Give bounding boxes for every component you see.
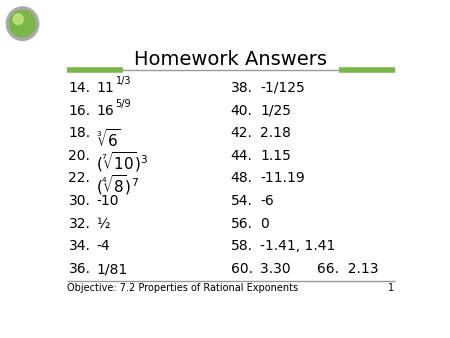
Text: $\sqrt[3]{6}$: $\sqrt[3]{6}$ (96, 127, 122, 149)
Text: 22.: 22. (68, 171, 90, 186)
Text: 34.: 34. (68, 239, 90, 254)
Text: 16: 16 (96, 103, 114, 118)
Text: ½: ½ (96, 217, 110, 231)
Text: Objective: 7.2 Properties of Rational Exponents: Objective: 7.2 Properties of Rational Ex… (67, 283, 298, 293)
Text: 5/9: 5/9 (116, 99, 131, 109)
Text: 0: 0 (260, 217, 269, 231)
Text: Homework Answers: Homework Answers (134, 50, 327, 69)
Circle shape (6, 7, 39, 40)
Text: 30.: 30. (68, 194, 90, 208)
Text: 54.: 54. (230, 194, 252, 208)
Text: -6: -6 (260, 194, 274, 208)
Text: 16.: 16. (68, 103, 90, 118)
Text: 3.30      66.  2.13: 3.30 66. 2.13 (260, 262, 379, 276)
Text: 40.: 40. (230, 103, 252, 118)
Text: 2.18: 2.18 (260, 126, 291, 140)
Text: $(\sqrt[4]{8})^7$: $(\sqrt[4]{8})^7$ (96, 173, 139, 197)
Text: 11: 11 (96, 81, 114, 95)
Text: 56.: 56. (230, 217, 252, 231)
Text: 60.: 60. (230, 262, 252, 276)
Text: -4: -4 (96, 239, 110, 254)
Text: 44.: 44. (230, 149, 252, 163)
Text: 1/81: 1/81 (96, 262, 128, 276)
Text: 20.: 20. (68, 149, 90, 163)
Text: 42.: 42. (230, 126, 252, 140)
Text: 58.: 58. (230, 239, 252, 254)
Text: 38.: 38. (230, 81, 252, 95)
Circle shape (9, 10, 36, 37)
Text: -11.19: -11.19 (260, 171, 305, 186)
Text: 1/3: 1/3 (116, 76, 131, 86)
Text: 48.: 48. (230, 171, 252, 186)
Circle shape (13, 14, 23, 24)
Text: -1/125: -1/125 (260, 81, 305, 95)
Text: -10: -10 (96, 194, 119, 208)
Text: 18.: 18. (68, 126, 90, 140)
Text: 36.: 36. (68, 262, 90, 276)
Text: $(\sqrt[7]{10})^3$: $(\sqrt[7]{10})^3$ (96, 150, 149, 174)
Text: 1: 1 (388, 283, 395, 293)
Text: 1.15: 1.15 (260, 149, 291, 163)
Text: -1.41, 1.41: -1.41, 1.41 (260, 239, 336, 254)
Text: 14.: 14. (68, 81, 90, 95)
Text: 1/25: 1/25 (260, 103, 291, 118)
Text: 32.: 32. (68, 217, 90, 231)
